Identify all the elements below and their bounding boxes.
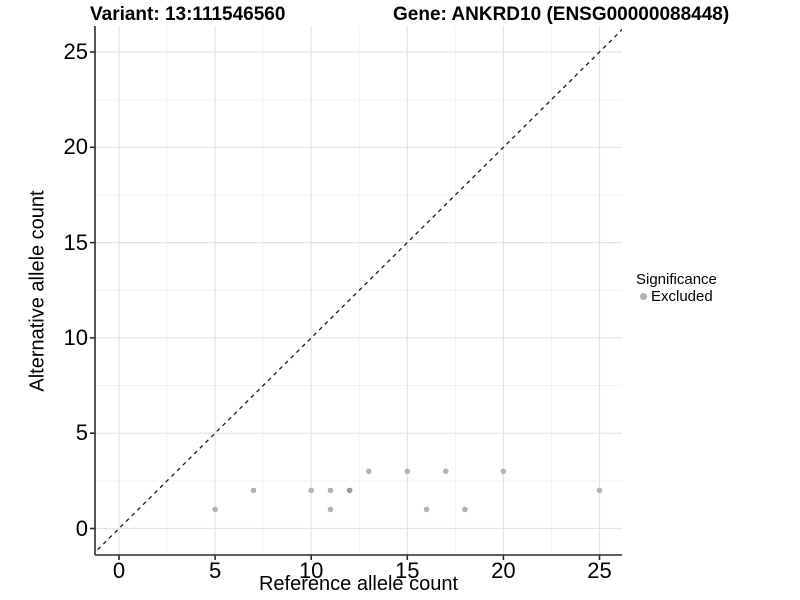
x-tick-label: 20	[491, 558, 516, 583]
y-tick-label: 25	[63, 39, 88, 64]
y-tick-label: 15	[63, 229, 88, 255]
data-point	[250, 487, 257, 494]
legend: Significance Excluded	[634, 271, 717, 304]
plot-title-variant: Variant: 13:111546560	[90, 4, 286, 25]
data-point	[212, 506, 218, 513]
x-axis-title: Reference allele count	[258, 573, 458, 595]
identity-dashed-line	[95, 28, 622, 554]
x-tick-label: 15	[395, 558, 420, 583]
data-point	[404, 468, 411, 475]
data-point	[308, 487, 315, 494]
x-tick-label: 10	[298, 558, 324, 583]
y-tick-label: 0	[75, 515, 88, 541]
legend-title: Significance	[636, 271, 717, 288]
x-tick-label: 5	[208, 558, 222, 583]
y-axis-title: Alternative allele count	[26, 190, 49, 392]
data-point	[462, 506, 468, 513]
data-point	[327, 506, 334, 513]
x-tick-label: 0	[112, 558, 126, 583]
plot-title-gene: Gene: ANKRD10 (ENSG00000088448)	[393, 4, 730, 25]
data-point	[596, 487, 603, 494]
y-tick-label: 5	[75, 420, 88, 446]
data-point	[423, 506, 430, 513]
data-point	[442, 468, 449, 475]
legend-item: Excluded	[634, 289, 717, 304]
y-tick-label: 20	[63, 134, 88, 160]
data-point	[366, 468, 372, 475]
legend-items: Excluded	[634, 289, 717, 304]
data-point	[500, 468, 507, 475]
data-point	[327, 487, 334, 494]
y-tick-label: 10	[63, 324, 88, 350]
legend-point-icon	[640, 293, 647, 300]
x-tick-label: 25	[587, 558, 612, 583]
data-point	[346, 487, 353, 494]
legend-item-label: Excluded	[651, 288, 713, 305]
